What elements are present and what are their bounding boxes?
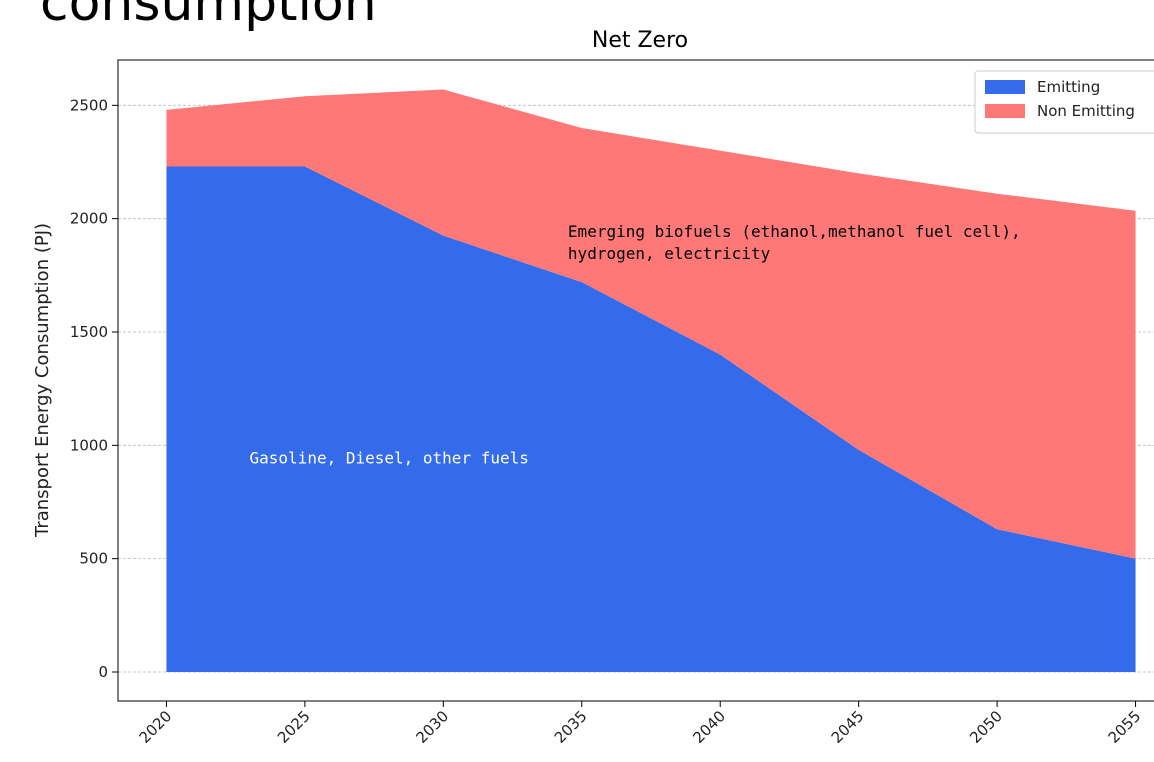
x-tick-label: 2030 [412, 707, 452, 747]
areas [166, 89, 1136, 672]
annotation: hydrogen, electricity [568, 244, 771, 263]
legend-label: Non Emitting [1037, 102, 1135, 120]
page-title: consumption [40, 0, 377, 33]
x-tick-label: 2055 [1105, 707, 1145, 747]
y-tick-label: 2000 [70, 210, 108, 228]
plot-frame [117, 59, 1154, 702]
x-tick-label: 2020 [136, 707, 176, 747]
y-axis-label: Transport Energy Consumption (PJ) [32, 223, 53, 538]
legend-swatch [985, 104, 1025, 118]
annotations: Emerging biofuels (ethanol,methanol fuel… [250, 222, 1021, 468]
legend-swatch [985, 80, 1025, 94]
area [166, 89, 1136, 559]
chart-title: Net Zero [592, 28, 688, 53]
annotation: Emerging biofuels (ethanol,methanol fuel… [568, 222, 1021, 241]
annotation: Gasoline, Diesel, other fuels [250, 448, 529, 467]
legend: Emitting Non Emitting [974, 70, 1154, 134]
x-tick-label: 2025 [274, 707, 314, 747]
x-tick-label: 2050 [966, 707, 1006, 747]
y-tick-label: 1000 [70, 436, 108, 454]
y-tick-label: 0 [98, 663, 108, 681]
area [166, 166, 1136, 672]
legend-label: Emitting [1037, 78, 1100, 96]
y-tick-label: 500 [79, 550, 108, 568]
y-tick-label: 1500 [70, 323, 108, 341]
y-tick-label: 2500 [70, 96, 108, 114]
x-tick-label: 2040 [689, 707, 729, 747]
x-tick-label: 2045 [828, 707, 868, 747]
x-tick-label: 2035 [551, 707, 591, 747]
